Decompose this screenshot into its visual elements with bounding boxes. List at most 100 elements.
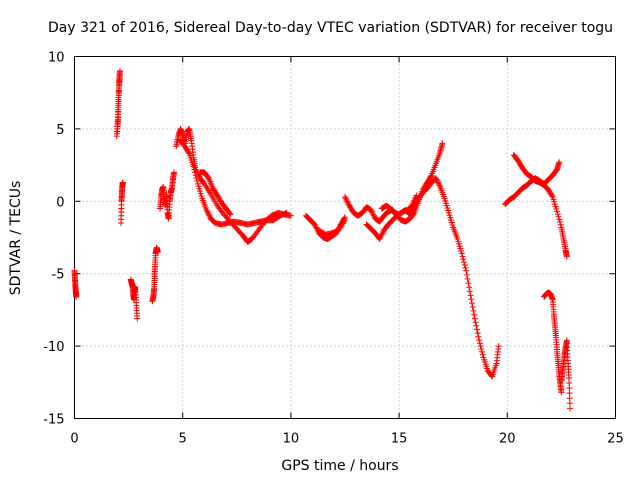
data-point [311, 221, 318, 228]
data-point [342, 193, 348, 200]
data-point [563, 253, 570, 260]
y-tick-label: 10 [48, 51, 65, 66]
data-point [370, 212, 377, 219]
data-point [427, 173, 434, 180]
data-point [343, 196, 350, 203]
x-axis-label: GPS time / hours [281, 458, 398, 474]
data-point [470, 307, 477, 314]
data-point [116, 88, 123, 95]
y-tick-label: 0 [56, 195, 64, 210]
data-point [376, 235, 383, 242]
data-point [488, 372, 495, 379]
data-point [378, 231, 385, 238]
data-point [479, 348, 486, 355]
data-point [474, 330, 481, 337]
data-point [475, 333, 482, 340]
data-point [565, 374, 572, 381]
data-point [342, 195, 349, 202]
data-point [171, 169, 178, 176]
data-point [227, 211, 234, 218]
data-point [191, 169, 198, 176]
data-point [435, 179, 442, 186]
data-point [566, 400, 573, 407]
data-point [474, 326, 481, 333]
plot-frame [74, 56, 616, 419]
data-point [555, 213, 562, 220]
data-point [73, 293, 80, 300]
data-point [459, 253, 466, 260]
chart-title: Day 321 of 2016, Sidereal Day-to-day VTE… [48, 20, 613, 36]
data-point [460, 256, 467, 263]
data-point [312, 222, 319, 229]
data-point [466, 284, 473, 291]
data-point [344, 198, 351, 205]
data-point [554, 208, 561, 215]
data-point [463, 271, 470, 278]
data-point [436, 182, 443, 189]
data-point [116, 78, 123, 85]
y-tick-label: -5 [52, 268, 65, 283]
grid [74, 56, 616, 419]
data-point [558, 389, 565, 396]
data-point [462, 264, 469, 271]
data-point [566, 385, 573, 392]
data-point [379, 230, 386, 237]
data-point [192, 172, 199, 179]
data-point [556, 216, 563, 223]
data-point [115, 111, 122, 118]
data-point [566, 380, 573, 387]
y-axis-label: SDTVAR / TECUs [8, 181, 24, 296]
data-point [283, 209, 290, 216]
data-point [115, 98, 122, 105]
data-point [368, 208, 375, 215]
data-point [466, 288, 473, 295]
data-point [205, 211, 212, 218]
data-point [407, 204, 414, 211]
data-point [471, 315, 478, 322]
x-tick-label: 20 [499, 432, 516, 447]
x-tick-label: 5 [179, 432, 187, 447]
data-point [191, 166, 198, 173]
data-point [557, 221, 564, 228]
data-point [313, 224, 320, 231]
data-point [566, 390, 573, 397]
data-point [413, 192, 420, 199]
data-point [204, 174, 211, 181]
data-point [432, 175, 439, 182]
data-point [554, 211, 561, 218]
data-point [476, 340, 483, 347]
data-point [342, 217, 348, 224]
data-points [71, 67, 574, 412]
data-point [134, 315, 141, 322]
data-point [439, 140, 446, 147]
x-tick-label: 0 [70, 432, 78, 447]
data-point [463, 267, 470, 274]
data-point [369, 209, 376, 216]
data-point [434, 178, 441, 185]
data-point [461, 259, 468, 266]
x-tick-label: 10 [283, 432, 300, 447]
data-point [377, 234, 384, 241]
data-point [495, 343, 502, 350]
data-point [287, 212, 294, 219]
data-point [471, 311, 478, 318]
data-point [549, 192, 556, 199]
data-point [566, 395, 573, 402]
data-point [567, 405, 574, 412]
data-point [206, 212, 213, 219]
data-point [370, 211, 377, 218]
y-tick-label: 5 [56, 123, 64, 138]
data-point [116, 67, 123, 74]
data-point [476, 337, 483, 344]
x-tick-label: 25 [607, 432, 624, 447]
data-point [465, 280, 472, 287]
data-point [433, 176, 440, 183]
data-point [193, 175, 200, 182]
data-point [378, 233, 385, 240]
y-axis-ticks: -15 -10 -5 0 5 10 [43, 51, 616, 428]
data-point [479, 351, 486, 358]
data-point [472, 319, 479, 326]
data-point [154, 248, 161, 255]
data-point [458, 250, 465, 257]
